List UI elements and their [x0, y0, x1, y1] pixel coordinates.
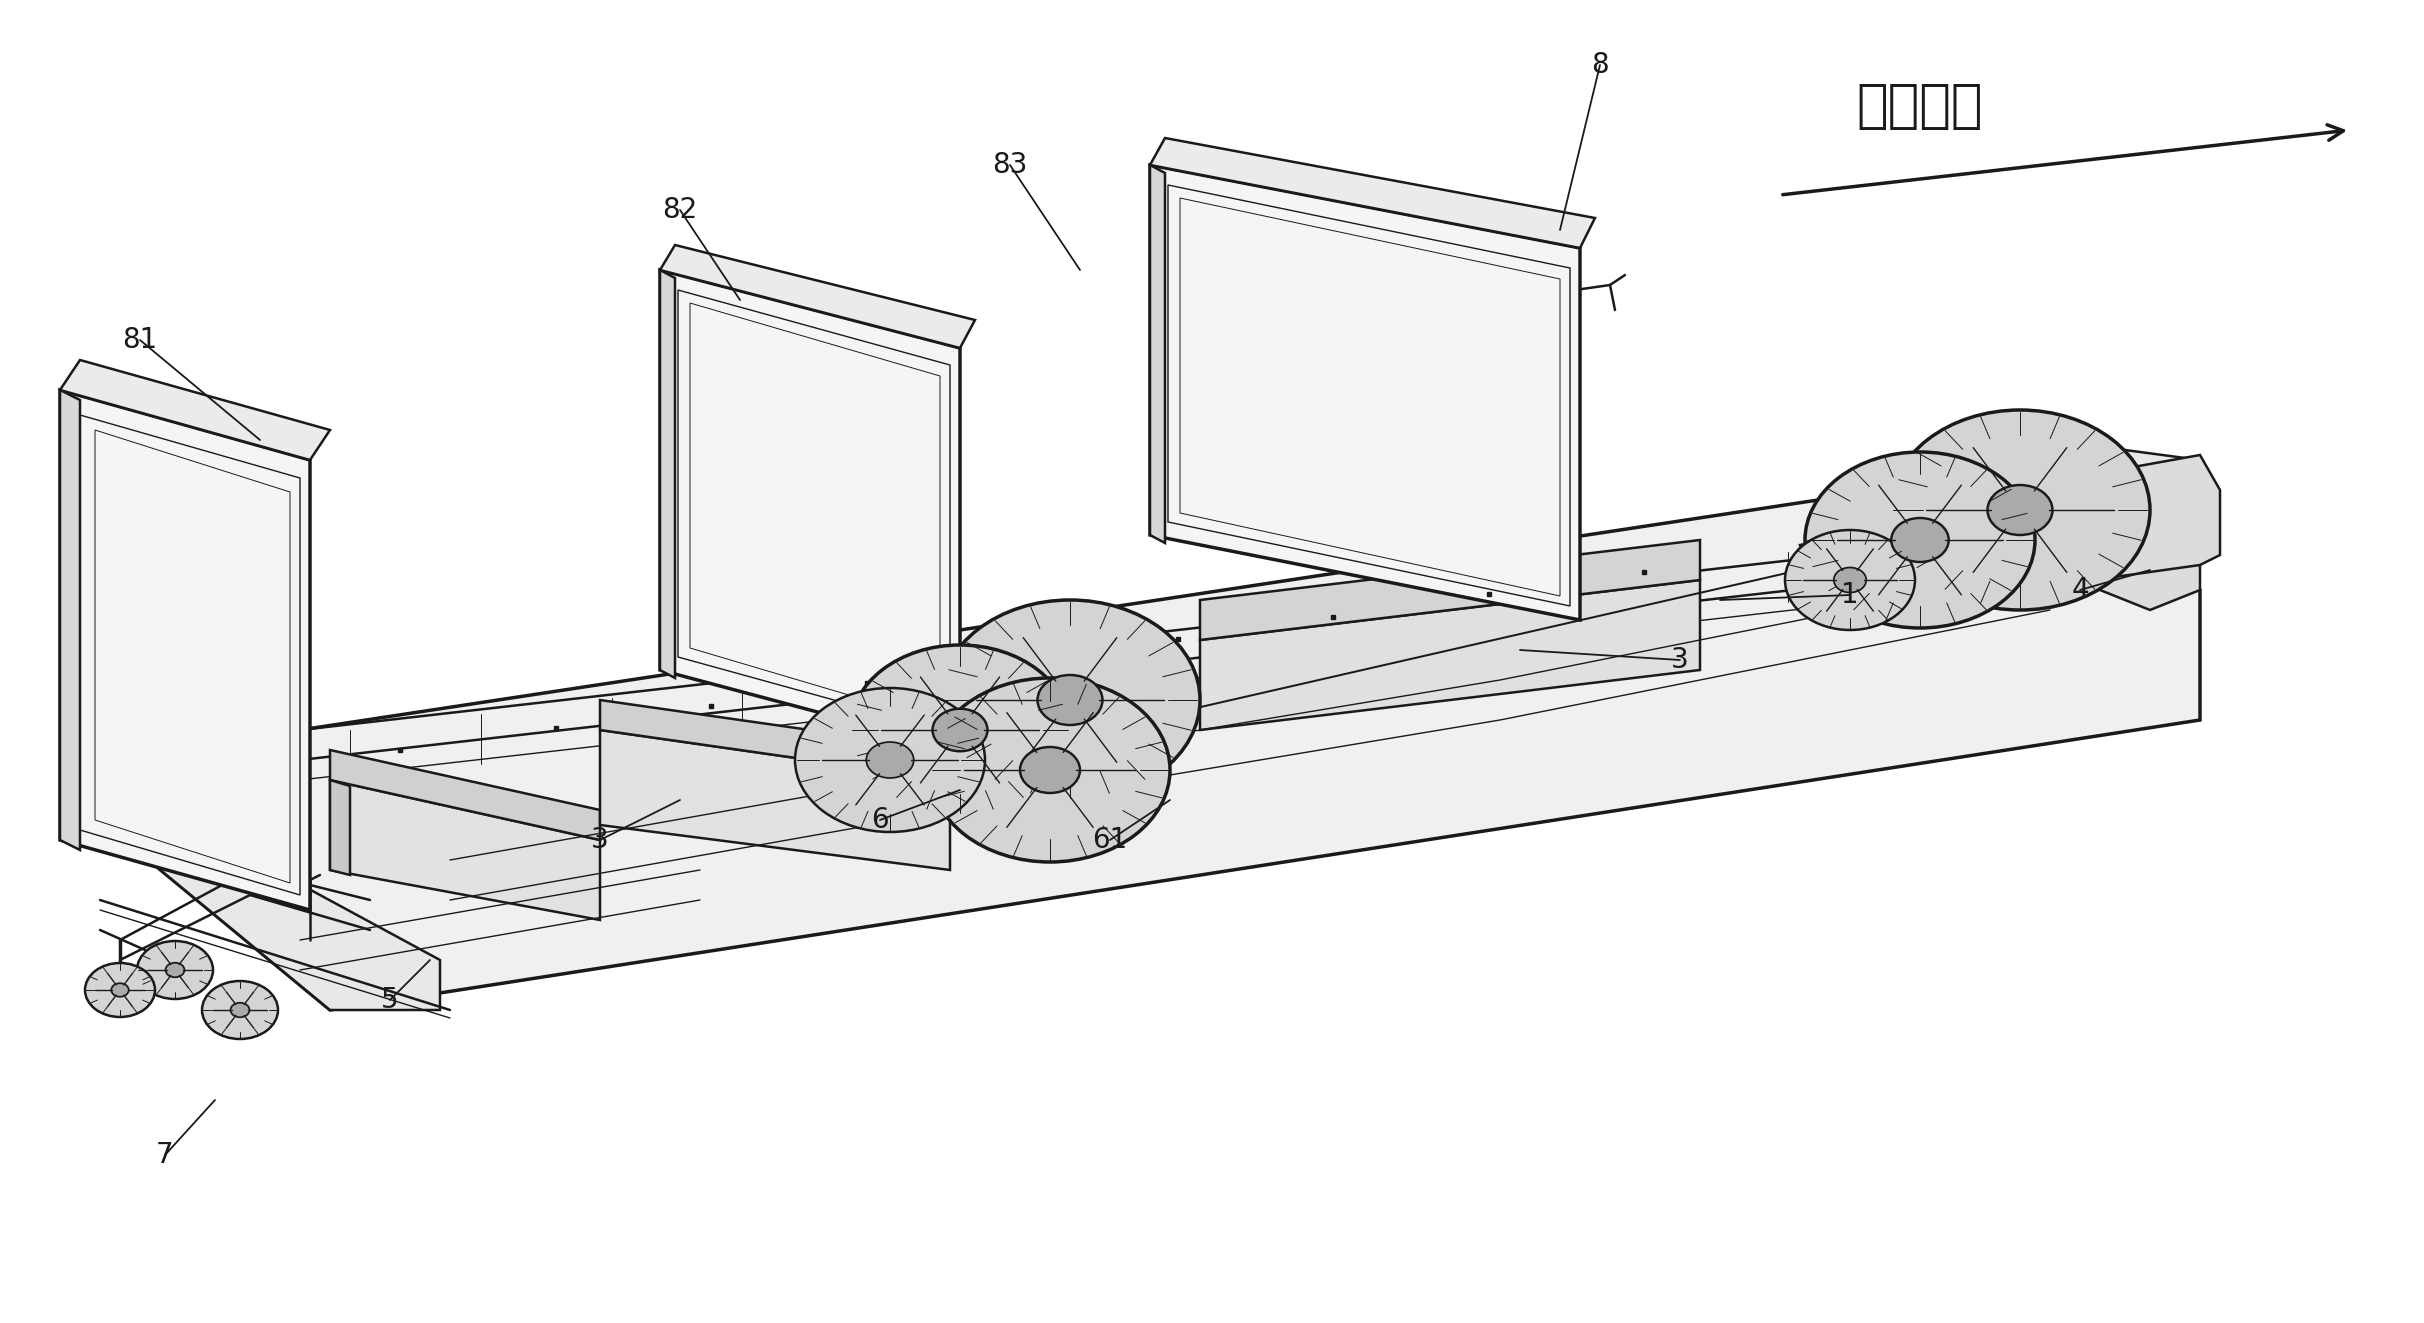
Text: 5: 5: [381, 986, 400, 1013]
Ellipse shape: [1806, 452, 2036, 628]
Ellipse shape: [851, 646, 1069, 815]
Ellipse shape: [795, 688, 984, 832]
Text: 7: 7: [155, 1140, 175, 1170]
Text: 3: 3: [591, 826, 608, 855]
Text: 81: 81: [121, 325, 158, 355]
Polygon shape: [330, 781, 601, 919]
Ellipse shape: [230, 1003, 250, 1017]
Polygon shape: [99, 480, 2201, 1009]
Text: 前进方向: 前进方向: [1857, 79, 1983, 132]
Polygon shape: [880, 691, 1110, 750]
Ellipse shape: [138, 941, 213, 999]
Ellipse shape: [1021, 747, 1081, 792]
Ellipse shape: [1784, 531, 1915, 630]
Polygon shape: [601, 730, 950, 871]
Polygon shape: [61, 390, 310, 910]
Polygon shape: [1200, 540, 1699, 640]
Ellipse shape: [165, 963, 184, 978]
Ellipse shape: [865, 742, 914, 778]
Ellipse shape: [85, 963, 155, 1017]
Polygon shape: [1949, 455, 2220, 601]
Polygon shape: [1801, 509, 2009, 576]
Text: 8: 8: [1590, 52, 1610, 79]
Ellipse shape: [112, 983, 128, 996]
Text: 3: 3: [1670, 646, 1690, 673]
Polygon shape: [2051, 500, 2201, 610]
Ellipse shape: [941, 601, 1200, 800]
Polygon shape: [99, 810, 441, 1009]
Polygon shape: [659, 245, 974, 348]
Text: 1: 1: [1842, 581, 1859, 609]
Polygon shape: [1850, 441, 2201, 550]
Ellipse shape: [201, 980, 279, 1039]
Ellipse shape: [1891, 410, 2150, 610]
Text: 61: 61: [1093, 826, 1127, 855]
Polygon shape: [330, 781, 349, 875]
Text: 83: 83: [991, 151, 1028, 179]
Ellipse shape: [1037, 675, 1103, 725]
Polygon shape: [1149, 165, 1166, 542]
Ellipse shape: [1833, 568, 1866, 593]
Polygon shape: [330, 750, 601, 840]
Ellipse shape: [931, 677, 1171, 863]
Text: 82: 82: [662, 196, 698, 224]
Polygon shape: [61, 390, 80, 849]
Polygon shape: [601, 700, 950, 781]
Text: 6: 6: [870, 806, 890, 833]
Polygon shape: [659, 270, 674, 677]
Ellipse shape: [933, 709, 987, 751]
Polygon shape: [1149, 165, 1580, 620]
Text: 4: 4: [2070, 576, 2089, 605]
Polygon shape: [1149, 138, 1595, 247]
Polygon shape: [1200, 579, 1699, 730]
Polygon shape: [659, 270, 960, 750]
Polygon shape: [61, 360, 330, 460]
Ellipse shape: [1891, 519, 1949, 562]
Ellipse shape: [1988, 486, 2053, 534]
